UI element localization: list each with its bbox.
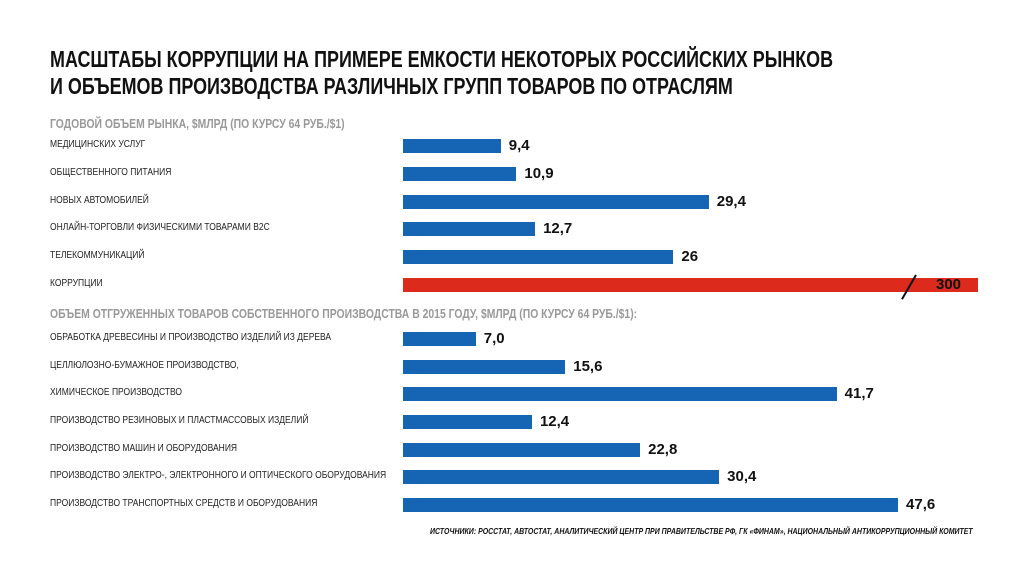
category-label: ОБРАБОТКА ДРЕВЕСИНЫ И ПРОИЗВОДСТВО ИЗДЕЛ… <box>50 332 332 343</box>
data-label: 15,6 <box>573 358 603 375</box>
bar <box>403 415 532 429</box>
bar <box>403 443 641 457</box>
data-label: 300 <box>936 276 962 293</box>
bar <box>403 387 837 401</box>
category-label: НОВЫХ АВТОМОБИЛЕЙ <box>50 195 149 206</box>
category-label: ОНЛАЙН-ТОРГОВЛИ ФИЗИЧЕСКИМИ ТОВАРАМИ B2C <box>50 222 270 233</box>
category-label: ПРОИЗВОДСТВО РЕЗИНОВЫХ И ПЛАСТМАССОВЫХ И… <box>50 415 309 426</box>
category-label: ПРОИЗВОДСТВО МАШИН И ОБОРУДОВАНИЯ <box>50 443 238 454</box>
bar <box>403 167 517 181</box>
data-label: 7,0 <box>483 330 505 347</box>
data-label: 47,6 <box>906 496 936 513</box>
category-label: ПРОИЗВОДСТВО ТРАНСПОРТНЫХ СРЕДСТВ И ОБОР… <box>50 498 318 509</box>
bar <box>403 360 566 374</box>
data-label: 12,7 <box>543 220 573 237</box>
data-label: 29,4 <box>716 193 746 210</box>
title-line-1: МАСШТАБЫ КОРРУПЦИИ НА ПРИМЕРЕ ЕМКОСТИ НЕ… <box>50 46 834 72</box>
group-title-market: ГОДОВОЙ ОБЪЕМ РЫНКА, $МЛРД (ПО КУРСУ 64 … <box>50 116 345 131</box>
bar <box>403 498 899 512</box>
data-label: 26 <box>681 248 699 265</box>
group-title-production: ОБЪЕМ ОТГРУЖЕННЫХ ТОВАРОВ СОБСТВЕННОГО П… <box>50 306 638 321</box>
category-label: ХИМИЧЕСКОЕ ПРОИЗВОДСТВО <box>50 387 183 398</box>
category-label: МЕДИЦИНСКИХ УСЛУГ <box>50 139 146 150</box>
title-line-2: И ОБЪЕМОВ ПРОИЗВОДСТВА РАЗЛИЧНЫХ ГРУПП Т… <box>50 73 733 99</box>
bar <box>403 222 536 236</box>
bar <box>403 139 501 153</box>
data-label: 12,4 <box>539 413 570 430</box>
chart-title: МАСШТАБЫ КОРРУПЦИИ НА ПРИМЕРЕ ЕМКОСТИ НЕ… <box>50 46 833 100</box>
bar <box>403 332 476 346</box>
source-note: ИСТОЧНИКИ: РОССТАТ, АВТОСТАТ, АНАЛИТИЧЕС… <box>430 526 973 536</box>
bar <box>403 278 978 292</box>
bar <box>403 195 709 209</box>
category-label: ЦЕЛЛЮЛОЗНО-БУМАЖНОЕ ПРОИЗВОДСТВО, <box>50 360 239 371</box>
data-label: 10,9 <box>524 165 554 182</box>
bar <box>403 250 674 264</box>
category-label: ПРОИЗВОДСТВО ЭЛЕКТРО-, ЭЛЕКТРОННОГО И ОП… <box>50 470 387 481</box>
category-label: ОБЩЕСТВЕННОГО ПИТАНИЯ <box>50 167 172 178</box>
category-label: ТЕЛЕКОММУНИКАЦИЙ <box>50 250 145 261</box>
data-label: 30,4 <box>727 468 757 485</box>
data-label: 9,4 <box>508 137 530 154</box>
category-label: КОРРУПЦИИ <box>50 278 103 289</box>
data-label: 22,8 <box>648 441 678 458</box>
data-label: 41,7 <box>844 385 874 402</box>
bar <box>403 470 720 484</box>
